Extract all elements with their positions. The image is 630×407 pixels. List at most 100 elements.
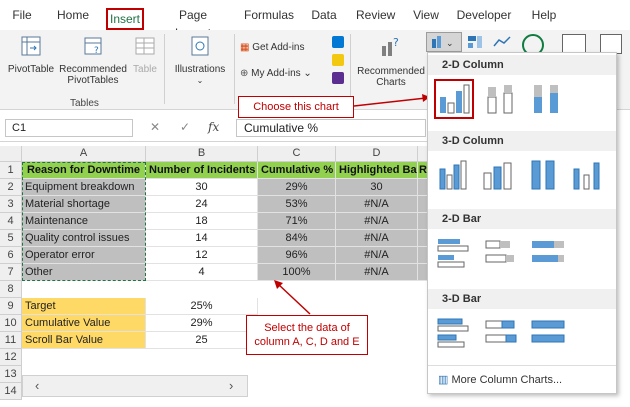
table-cell[interactable]: Material shortage — [22, 196, 146, 213]
100-stacked-bar-option[interactable] — [528, 233, 568, 273]
3d-clustered-bar-option[interactable] — [434, 313, 474, 353]
table-cell[interactable]: 29% — [146, 315, 258, 332]
row-header[interactable]: 2 — [0, 179, 22, 196]
row-header[interactable]: 11 — [0, 332, 22, 349]
row-header[interactable]: 9 — [0, 298, 22, 315]
table-cell[interactable]: Other — [22, 264, 146, 281]
cancel-icon[interactable]: ✕ — [150, 120, 161, 134]
3d-stacked-bar-option[interactable] — [482, 313, 522, 353]
row-header[interactable]: 13 — [0, 366, 22, 383]
3d-stacked-column-option[interactable] — [478, 155, 518, 195]
table-cell[interactable]: 29% — [258, 179, 336, 196]
column-header-a[interactable]: A — [22, 146, 146, 162]
recommended-charts-button[interactable]: ? Recommended Charts — [356, 34, 426, 88]
table-cell[interactable]: #N/A — [336, 196, 418, 213]
column-header-c[interactable]: C — [258, 146, 336, 162]
row-header[interactable]: 3 — [0, 196, 22, 213]
horizontal-scrollbar[interactable]: ‹ › — [22, 375, 248, 397]
table-cell[interactable]: Target — [22, 298, 146, 315]
formula-input[interactable]: Cumulative % — [236, 119, 426, 137]
column-header-b[interactable]: B — [146, 146, 258, 162]
name-box[interactable]: C1 — [5, 119, 133, 137]
pivottable-button[interactable]: PivotTable — [6, 34, 56, 75]
table-cell[interactable]: Operator error — [22, 247, 146, 264]
table-header-cell[interactable]: Highlighted Bar — [336, 162, 418, 179]
table-cell[interactable]: Quality control issues — [22, 230, 146, 247]
tab-view[interactable]: View — [413, 8, 439, 22]
table-cell[interactable]: 4 — [146, 264, 258, 281]
more-column-charts-item[interactable]: ▥ More Column Charts... — [438, 371, 562, 389]
table-cell[interactable]: 30 — [336, 179, 418, 196]
illustrations-button[interactable]: Illustrations ⌄ — [170, 34, 230, 86]
table-cell[interactable]: Maintenance — [22, 213, 146, 230]
line-chart-icon[interactable] — [492, 34, 514, 50]
row-header[interactable]: 6 — [0, 247, 22, 264]
bing-maps-icon[interactable] — [332, 54, 344, 66]
clustered-bar-option[interactable] — [434, 233, 474, 273]
table-cell[interactable]: 84% — [258, 230, 336, 247]
tab-home[interactable]: Home — [56, 8, 89, 22]
row-header[interactable]: 7 — [0, 264, 22, 281]
get-addins-button[interactable]: ▦ Get Add-ins — [240, 40, 305, 56]
row-header[interactable]: 10 — [0, 315, 22, 332]
table-cell[interactable]: 96% — [258, 247, 336, 264]
table-cell[interactable]: Equipment breakdown — [22, 179, 146, 196]
hierarchy-chart-icon[interactable] — [466, 34, 488, 50]
table-header-cell[interactable]: Reason for Downtime — [22, 162, 146, 179]
insert-function-icon[interactable]: fx — [208, 120, 220, 134]
table-button[interactable]: Table — [130, 34, 160, 75]
table-cell[interactable]: 25% — [146, 298, 258, 315]
row-header[interactable]: 8 — [0, 281, 22, 298]
row-header[interactable]: 5 — [0, 230, 22, 247]
tab-formulas[interactable]: Formulas — [244, 8, 295, 22]
table-cell[interactable]: Cumulative Value — [22, 315, 146, 332]
table-cell[interactable]: 18 — [146, 213, 258, 230]
tab-data[interactable]: Data — [311, 8, 337, 22]
table-cell[interactable]: Scroll Bar Value — [22, 332, 146, 349]
insert-column-chart-button[interactable]: ⌄ — [426, 32, 462, 52]
tab-review[interactable]: Review — [356, 8, 396, 22]
table-cell[interactable]: #N/A — [336, 264, 418, 281]
table-cell[interactable]: #N/A — [336, 247, 418, 264]
row-header[interactable]: 4 — [0, 213, 22, 230]
table-cell[interactable]: 14 — [146, 230, 258, 247]
select-all-corner[interactable] — [0, 146, 22, 162]
3d-clustered-column-option[interactable] — [434, 155, 474, 195]
people-graph-icon[interactable] — [332, 72, 344, 84]
row-header[interactable]: 12 — [0, 349, 22, 366]
pivotchart-icon[interactable] — [562, 34, 586, 54]
visio-icon[interactable] — [332, 36, 344, 48]
tab-page-layout[interactable]: Page Layout — [175, 8, 211, 40]
table-cell[interactable]: #N/A — [336, 213, 418, 230]
enter-icon[interactable]: ✓ — [180, 120, 191, 134]
table-cell[interactable]: 53% — [258, 196, 336, 213]
scroll-right-icon[interactable]: › — [229, 378, 234, 393]
3d-100-stacked-bar-option[interactable] — [528, 313, 568, 353]
table-cell[interactable]: 25 — [146, 332, 258, 349]
clustered-column-option[interactable] — [434, 79, 474, 119]
table-cell[interactable]: 100% — [258, 264, 336, 281]
tab-file[interactable]: File — [12, 8, 32, 22]
tab-developer[interactable]: Developer — [456, 8, 512, 22]
tab-help[interactable]: Help — [531, 8, 557, 22]
row-header[interactable]: 14 — [0, 383, 22, 400]
100-stacked-column-option[interactable] — [528, 79, 568, 119]
table-header-cell[interactable]: Cumulative % — [258, 162, 336, 179]
table-cell[interactable]: 12 — [146, 247, 258, 264]
table-cell[interactable]: 30 — [146, 179, 258, 196]
scroll-left-icon[interactable]: ‹ — [35, 378, 40, 393]
3d-100-stacked-column-option[interactable] — [524, 155, 564, 195]
stacked-column-option[interactable] — [482, 79, 522, 119]
table-cell[interactable]: 24 — [146, 196, 258, 213]
tab-insert[interactable]: Insert — [106, 8, 144, 30]
table-cell[interactable]: 71% — [258, 213, 336, 230]
my-addins-button[interactable]: ⊕ My Add-ins ⌄ — [240, 66, 312, 82]
row-header[interactable]: 1 — [0, 162, 22, 179]
stacked-bar-option[interactable] — [482, 233, 522, 273]
recommended-pivottables-button[interactable]: ? Recommended PivotTables — [58, 34, 128, 86]
column-header-d[interactable]: D — [336, 146, 418, 162]
3d-column-option[interactable] — [568, 155, 608, 195]
table-header-cell[interactable]: Number of Incidents — [146, 162, 258, 179]
3d-map-icon[interactable] — [600, 34, 622, 54]
table-cell[interactable]: #N/A — [336, 230, 418, 247]
